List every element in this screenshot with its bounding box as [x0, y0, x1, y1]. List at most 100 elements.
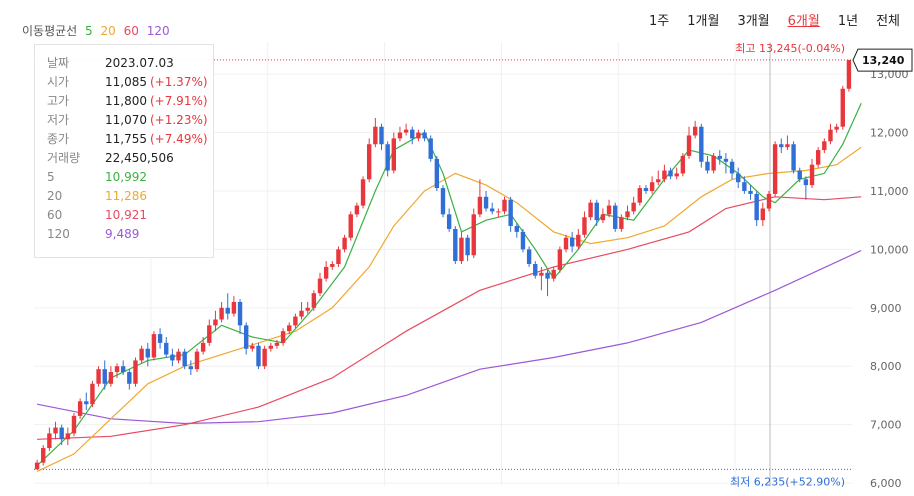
- candle: [717, 155, 722, 159]
- candle: [71, 415, 77, 434]
- candle: [170, 354, 175, 361]
- ma20-legend: 20: [100, 24, 116, 38]
- y-tick-label: 10,000: [870, 243, 909, 256]
- candle: [465, 237, 470, 256]
- candle: [508, 199, 513, 227]
- y-tick-label: 11,000: [870, 185, 909, 198]
- candle: [822, 141, 827, 151]
- candle: [656, 179, 661, 183]
- info-volume: 22,450,506: [105, 151, 174, 165]
- info-open-chg: (+1.37%): [150, 75, 208, 89]
- y-tick-label: 9,000: [870, 302, 902, 315]
- ma-legend-label: 이동평균선: [22, 24, 78, 38]
- candle: [90, 383, 95, 405]
- candle: [96, 369, 101, 384]
- candle: [668, 170, 673, 177]
- candle: [815, 150, 821, 165]
- candle: [194, 351, 200, 370]
- period-1m[interactable]: 1개월: [687, 14, 720, 29]
- candle: [237, 301, 243, 326]
- current-price-tag: [852, 48, 913, 72]
- candle: [114, 366, 120, 373]
- candle: [287, 325, 292, 332]
- candle: [336, 249, 341, 264]
- candle: [459, 237, 464, 262]
- period-all[interactable]: 전체: [876, 14, 900, 29]
- info-close-label: 종가: [47, 132, 70, 146]
- candle: [471, 214, 476, 256]
- current-price-label: 13,240: [862, 54, 905, 67]
- candle: [533, 264, 538, 276]
- candle: [754, 193, 759, 221]
- candle: [674, 173, 679, 177]
- candle: [809, 164, 815, 186]
- candle: [188, 366, 194, 370]
- candle: [164, 342, 169, 355]
- candle: [828, 129, 833, 142]
- candle: [631, 202, 636, 212]
- candle: [483, 196, 489, 209]
- candle: [582, 217, 587, 235]
- info-date: 2023.07.03: [105, 56, 174, 70]
- candle: [551, 269, 556, 279]
- candle: [785, 144, 790, 148]
- candle: [102, 369, 107, 384]
- period-selector: 1주 1개월 3개월 6개월 1년 전체: [631, 10, 900, 29]
- candle: [200, 342, 206, 352]
- candle: [594, 202, 599, 221]
- candle: [539, 272, 544, 276]
- candle: [588, 202, 593, 218]
- info-panel: 날짜 2023.07.03 시가 11,085 (+1.37%) 고가 11,800 (+…: [34, 44, 214, 258]
- candle: [606, 205, 612, 215]
- y-tick-label: 7,000: [870, 419, 902, 432]
- period-6m[interactable]: 6개월: [787, 14, 820, 29]
- candle: [625, 211, 630, 218]
- info-ma60: 10,921: [105, 208, 147, 222]
- candle: [348, 214, 353, 238]
- candle: [256, 345, 261, 367]
- candle: [293, 316, 298, 326]
- candle: [268, 345, 273, 349]
- candle: [840, 88, 845, 127]
- candle: [250, 345, 255, 349]
- candle: [834, 126, 839, 130]
- candle: [397, 132, 403, 139]
- candle: [496, 211, 501, 213]
- candle: [108, 372, 114, 384]
- candle: [305, 307, 310, 311]
- candle: [680, 155, 686, 174]
- candle: [613, 205, 618, 229]
- candle: [619, 217, 624, 229]
- candle: [385, 144, 390, 171]
- candle: [846, 60, 852, 89]
- period-1w[interactable]: 1주: [649, 14, 670, 29]
- candle: [133, 360, 138, 384]
- info-close-chg: (+7.49%): [150, 132, 208, 146]
- info-high: 11,800: [105, 94, 147, 108]
- info-high-label: 고가: [47, 94, 70, 108]
- candle: [243, 325, 249, 349]
- candle: [41, 448, 46, 463]
- candle: [797, 170, 802, 180]
- period-3m[interactable]: 3개월: [737, 14, 770, 29]
- candle: [502, 199, 507, 212]
- candle: [231, 301, 237, 314]
- y-tick-label: 12,000: [870, 127, 909, 140]
- candle: [766, 193, 772, 209]
- candle: [34, 462, 40, 470]
- ma-legend: 이동평균선 5 20 60 120: [22, 22, 174, 39]
- candle: [219, 307, 224, 320]
- candle: [280, 331, 286, 343]
- candle: [84, 401, 89, 405]
- candle: [699, 126, 704, 162]
- candle: [410, 129, 415, 139]
- ma120-line: [36, 250, 862, 425]
- y-tick-label: 8,000: [870, 360, 902, 373]
- candle: [213, 319, 218, 326]
- candle: [692, 126, 698, 136]
- info-ma60-label: 60: [47, 208, 63, 222]
- candle: [742, 182, 747, 191]
- info-ma20: 11,286: [105, 189, 147, 203]
- period-1y[interactable]: 1년: [837, 14, 859, 29]
